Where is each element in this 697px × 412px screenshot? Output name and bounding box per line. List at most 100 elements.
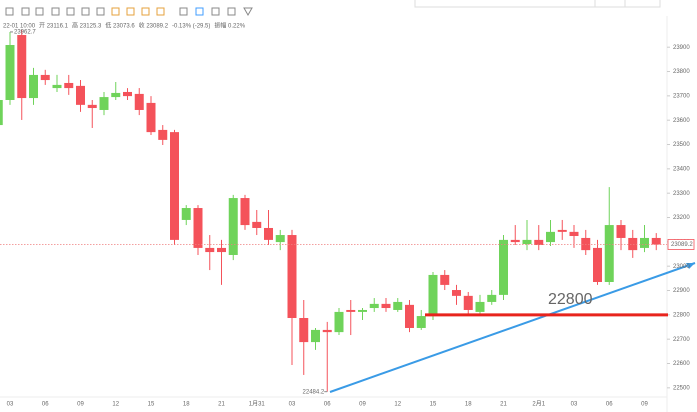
- candle-body: [381, 303, 391, 309]
- candle-body: [64, 82, 74, 89]
- y-tick-label: 23600: [673, 118, 690, 124]
- tool-icon[interactable]: [66, 7, 75, 16]
- candle-body: [428, 274, 438, 317]
- x-tick-label: 1月31: [249, 401, 266, 408]
- y-tick-label: 23200: [673, 215, 690, 221]
- info-text: -0.13% (-29.5): [172, 24, 210, 30]
- tool-icon[interactable]: [227, 7, 236, 16]
- candle-body: [52, 84, 62, 89]
- candle-body: [5, 45, 15, 100]
- candle-body: [311, 329, 320, 343]
- x-tick-label: 09: [359, 402, 366, 408]
- candle-body: [510, 239, 520, 243]
- x-tick-label: 03: [289, 402, 296, 408]
- input[interactable]: [414, 0, 661, 8]
- current-price-label: 23089.2: [671, 242, 693, 248]
- horizontal-line-label: 22800: [548, 291, 593, 308]
- candle-body: [193, 208, 203, 248]
- info-text: 低 23073.6: [105, 22, 135, 30]
- y-tick-label: 22700: [673, 337, 690, 343]
- candle-body: [111, 92, 121, 98]
- x-tick-label: 09: [77, 402, 84, 408]
- candle-body: [146, 102, 156, 133]
- y-tick-label: 22900: [673, 288, 690, 294]
- candle-body: [134, 93, 144, 110]
- tool-icon[interactable]: [81, 7, 90, 16]
- candle-body: [158, 129, 168, 140]
- candle-body: [651, 237, 661, 245]
- candle-body: [569, 231, 579, 237]
- x-tick-label: 21: [500, 402, 507, 408]
- candle-body: [99, 97, 109, 110]
- trend-arrow: [686, 263, 695, 269]
- x-tick-label: 12: [394, 402, 401, 408]
- candle-body: [346, 309, 356, 312]
- info-text: 开 23116.1: [39, 23, 69, 30]
- candle-body: [123, 91, 132, 97]
- candle-body: [240, 198, 250, 226]
- candle-body: [76, 85, 85, 105]
- candle-body: [534, 239, 544, 246]
- tool-icon[interactable]: [243, 7, 253, 17]
- x-tick-label: 06: [606, 402, 613, 408]
- info-text: 振幅 0.22%: [214, 22, 245, 30]
- high-label: 23962.7: [14, 30, 36, 36]
- candle-body: [252, 221, 262, 228]
- tool-icon[interactable]: [51, 7, 60, 16]
- candle-body: [29, 74, 38, 99]
- tool-icon[interactable]: [5, 7, 14, 16]
- candle-body: [487, 294, 497, 302]
- x-tick-label: 15: [430, 402, 437, 408]
- tool-icon[interactable]: [35, 7, 44, 16]
- info-text: 高 23125.3: [72, 22, 102, 30]
- x-tick-label: 12: [112, 402, 119, 408]
- tool-icon[interactable]: [111, 7, 120, 16]
- current-price-box: [667, 239, 695, 250]
- candle-body: [17, 35, 27, 99]
- x-tick-label: 06: [324, 402, 331, 408]
- tool-icon[interactable]: [126, 7, 135, 16]
- candle-body: [299, 318, 309, 343]
- candle-body: [358, 309, 367, 312]
- y-tick-label: 23700: [673, 93, 690, 99]
- x-tick-label: 03: [7, 402, 14, 408]
- candle-body: [393, 301, 403, 310]
- candle-body: [275, 235, 285, 243]
- trend-line: [329, 262, 696, 393]
- tool-icon[interactable]: [156, 7, 165, 16]
- candle-body: [181, 208, 191, 220]
- y-tick-label: 22800: [673, 312, 690, 318]
- x-tick-label: 21: [218, 402, 225, 408]
- y-tick-label: 23800: [673, 69, 690, 75]
- candle-body: [604, 225, 614, 282]
- candle-body: [440, 274, 450, 285]
- tool-icon[interactable]: [211, 7, 220, 16]
- candle-body: [87, 104, 97, 109]
- candle-body: [640, 237, 649, 248]
- y-tick-label: 23400: [673, 166, 690, 172]
- tool-icon[interactable]: [179, 7, 188, 16]
- candle-body: [593, 247, 602, 282]
- y-tick-label: 23500: [673, 142, 690, 148]
- toolbar: [5, 7, 253, 17]
- tool-icon[interactable]: [96, 7, 105, 16]
- x-tick-label: 15: [148, 402, 155, 408]
- candle-body: [334, 311, 344, 333]
- candle-body: [581, 237, 591, 251]
- x-tick-label: 03: [571, 402, 578, 408]
- candle-body: [217, 247, 226, 253]
- y-tick-label: 22500: [673, 385, 690, 391]
- low-label: 22484.2: [303, 389, 325, 395]
- candle-body: [522, 239, 532, 245]
- candle-body: [628, 237, 638, 251]
- candle-body: [228, 198, 238, 255]
- candle-body: [322, 329, 332, 333]
- search-box[interactable]: [414, 0, 661, 8]
- tool-icon[interactable]: [21, 7, 30, 16]
- y-tick-label: 22600: [673, 361, 690, 367]
- tool-icon[interactable]: [141, 7, 150, 16]
- tool-icon[interactable]: [195, 7, 204, 16]
- x-tick-label: 09: [641, 402, 648, 408]
